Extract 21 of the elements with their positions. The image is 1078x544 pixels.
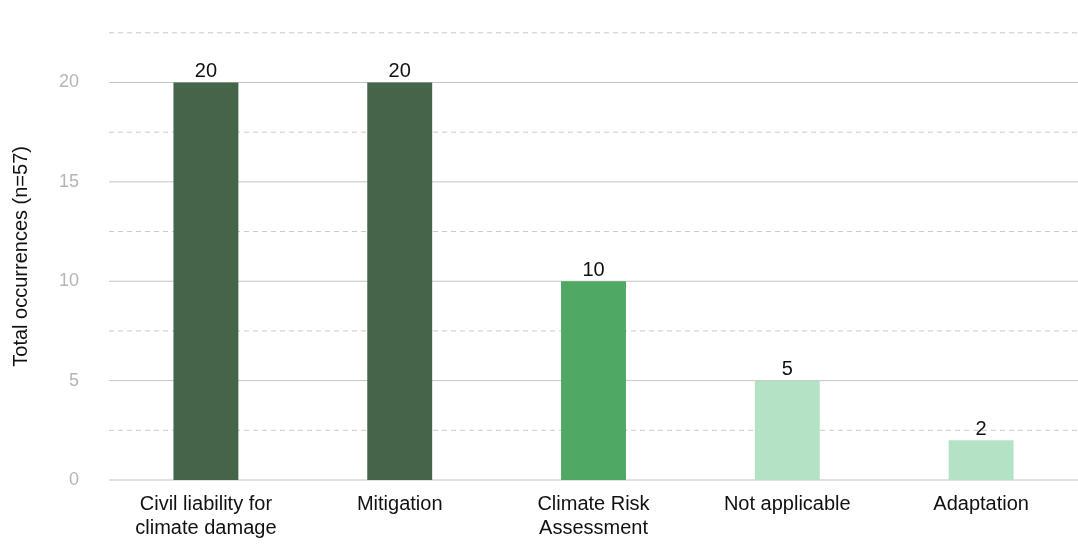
y-tick-label: 5 <box>69 369 80 390</box>
bar <box>367 82 433 480</box>
y-axis-title: Total occurrences (n=57) <box>8 146 31 367</box>
x-tick-label: Mitigation <box>356 491 443 514</box>
data-label: 5 <box>781 357 793 380</box>
data-label: 2 <box>975 416 987 439</box>
x-tick-label: Adaptation <box>933 491 1029 514</box>
y-tick-label: 20 <box>58 71 80 92</box>
bar <box>948 440 1014 480</box>
bar <box>173 82 239 480</box>
y-tick-label: 15 <box>58 170 80 191</box>
data-label: 20 <box>388 59 411 81</box>
y-tick-label: 10 <box>58 270 80 291</box>
y-tick-label: 0 <box>69 468 80 489</box>
bar <box>754 380 820 480</box>
data-label: 20 <box>194 59 218 81</box>
bar <box>561 281 626 480</box>
x-tick-label: Not applicable <box>723 491 851 514</box>
x-tick-label: Climate Risk Assessment <box>537 491 651 538</box>
data-label: 10 <box>582 257 605 280</box>
x-tick-label: Civil liability for climate damage <box>135 491 277 538</box>
